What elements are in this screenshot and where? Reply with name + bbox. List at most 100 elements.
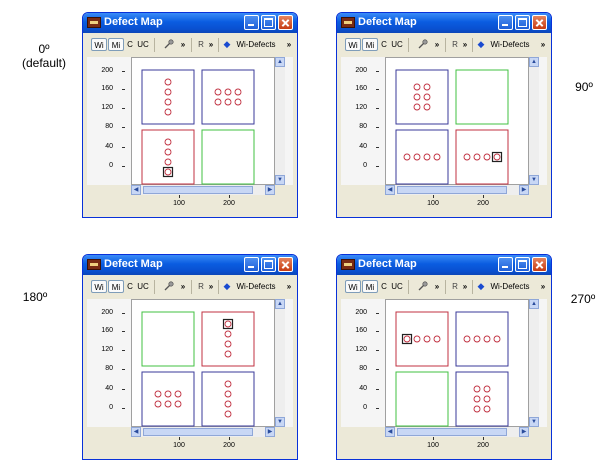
vertical-scrollbar[interactable]: ▲ ▼ <box>275 57 285 185</box>
c-button[interactable]: C <box>381 40 387 49</box>
scroll-down-icon[interactable]: ▼ <box>275 175 285 185</box>
defect-marker[interactable] <box>493 153 501 161</box>
defect-marker[interactable] <box>423 335 431 343</box>
defect-marker[interactable] <box>224 410 232 418</box>
selected-defect-marker[interactable] <box>222 318 234 330</box>
scroll-left-icon[interactable]: ◀ <box>385 185 395 195</box>
overflow-chevron-icon[interactable]: » <box>462 282 468 291</box>
die-green[interactable] <box>201 129 255 185</box>
die-red[interactable] <box>455 129 509 185</box>
defect-marker[interactable] <box>174 400 182 408</box>
minimize-button[interactable] <box>498 15 513 30</box>
maximize-button[interactable] <box>515 257 530 272</box>
mi-button[interactable]: Mi <box>362 38 378 51</box>
defect-marker[interactable] <box>164 390 172 398</box>
defect-marker[interactable] <box>483 153 491 161</box>
uc-button[interactable]: UC <box>137 282 149 291</box>
scroll-up-icon[interactable]: ▲ <box>529 299 539 309</box>
uc-button[interactable]: UC <box>391 40 403 49</box>
uc-button[interactable]: UC <box>391 282 403 291</box>
title-bar[interactable]: Defect Map <box>83 255 297 275</box>
die-red[interactable] <box>201 311 255 367</box>
maximize-button[interactable] <box>261 257 276 272</box>
close-button[interactable] <box>278 257 293 272</box>
defect-map-plot[interactable] <box>385 57 529 185</box>
die-blue[interactable] <box>395 129 449 185</box>
wi-button[interactable]: Wi <box>345 38 361 51</box>
wi-defects-button[interactable]: Wi-Defects <box>490 40 530 49</box>
minimize-button[interactable] <box>244 257 259 272</box>
defect-map-plot[interactable] <box>131 299 275 427</box>
defect-marker[interactable] <box>224 340 232 348</box>
defect-marker[interactable] <box>463 335 471 343</box>
defect-marker[interactable] <box>403 153 411 161</box>
minimize-button[interactable] <box>498 257 513 272</box>
defect-marker[interactable] <box>483 395 491 403</box>
defect-marker[interactable] <box>164 148 172 156</box>
overflow-chevron-icon[interactable]: » <box>434 40 440 49</box>
overflow-chevron-icon[interactable]: » <box>434 282 440 291</box>
defect-marker[interactable] <box>483 385 491 393</box>
defect-marker[interactable] <box>433 153 441 161</box>
defect-marker[interactable] <box>224 330 232 338</box>
defect-marker[interactable] <box>423 93 431 101</box>
mi-button[interactable]: Mi <box>108 38 124 51</box>
minimize-button[interactable] <box>244 15 259 30</box>
defect-marker[interactable] <box>164 168 172 176</box>
defect-marker[interactable] <box>413 103 421 111</box>
maximize-button[interactable] <box>261 15 276 30</box>
c-button[interactable]: C <box>381 282 387 291</box>
r-button[interactable]: R <box>198 282 204 291</box>
die-red[interactable] <box>141 129 195 185</box>
defect-marker[interactable] <box>164 158 172 166</box>
wi-button[interactable]: Wi <box>91 38 107 51</box>
scroll-up-icon[interactable]: ▲ <box>529 57 539 67</box>
close-button[interactable] <box>278 15 293 30</box>
vertical-scrollbar[interactable]: ▲ ▼ <box>529 57 539 185</box>
defect-marker[interactable] <box>473 153 481 161</box>
selected-defect-marker[interactable] <box>491 151 503 163</box>
scroll-left-icon[interactable]: ◀ <box>131 427 141 437</box>
pin-icon[interactable] <box>163 280 175 293</box>
defect-marker[interactable] <box>154 400 162 408</box>
pin-icon[interactable] <box>163 38 175 51</box>
defect-marker[interactable] <box>224 350 232 358</box>
defect-marker[interactable] <box>413 335 421 343</box>
overflow-chevron-icon[interactable]: » <box>286 40 292 49</box>
defect-marker[interactable] <box>164 108 172 116</box>
defect-marker[interactable] <box>214 88 222 96</box>
scroll-left-icon[interactable]: ◀ <box>385 427 395 437</box>
title-bar[interactable]: Defect Map <box>337 13 551 33</box>
die-blue[interactable] <box>455 311 509 367</box>
scroll-thumb[interactable] <box>143 428 253 436</box>
defect-map-plot[interactable] <box>385 299 529 427</box>
overflow-chevron-icon[interactable]: » <box>462 40 468 49</box>
defect-marker[interactable] <box>423 83 431 91</box>
overflow-chevron-icon[interactable]: » <box>180 40 186 49</box>
defect-marker[interactable] <box>164 400 172 408</box>
selected-defect-marker[interactable] <box>401 333 413 345</box>
mi-button[interactable]: Mi <box>362 280 378 293</box>
defect-marker[interactable] <box>224 400 232 408</box>
defect-marker[interactable] <box>423 153 431 161</box>
overflow-chevron-icon[interactable]: » <box>540 40 546 49</box>
horizontal-scrollbar[interactable]: ◀ ▶ <box>385 185 529 195</box>
vertical-scrollbar[interactable]: ▲ ▼ <box>529 299 539 427</box>
die-green[interactable] <box>455 69 509 125</box>
defect-marker[interactable] <box>164 138 172 146</box>
horizontal-scrollbar[interactable]: ◀ ▶ <box>385 427 529 437</box>
defect-map-plot[interactable] <box>131 57 275 185</box>
scroll-down-icon[interactable]: ▼ <box>275 417 285 427</box>
r-button[interactable]: R <box>198 40 204 49</box>
scroll-up-icon[interactable]: ▲ <box>275 57 285 67</box>
die-red[interactable] <box>395 311 449 367</box>
selected-defect-marker[interactable] <box>162 166 174 178</box>
overflow-chevron-icon[interactable]: » <box>208 40 214 49</box>
defect-marker[interactable] <box>463 153 471 161</box>
scroll-down-icon[interactable]: ▼ <box>529 175 539 185</box>
defect-marker[interactable] <box>403 335 411 343</box>
scroll-thumb[interactable] <box>397 186 507 194</box>
defect-marker[interactable] <box>473 385 481 393</box>
scroll-right-icon[interactable]: ▶ <box>265 427 275 437</box>
scroll-right-icon[interactable]: ▶ <box>265 185 275 195</box>
